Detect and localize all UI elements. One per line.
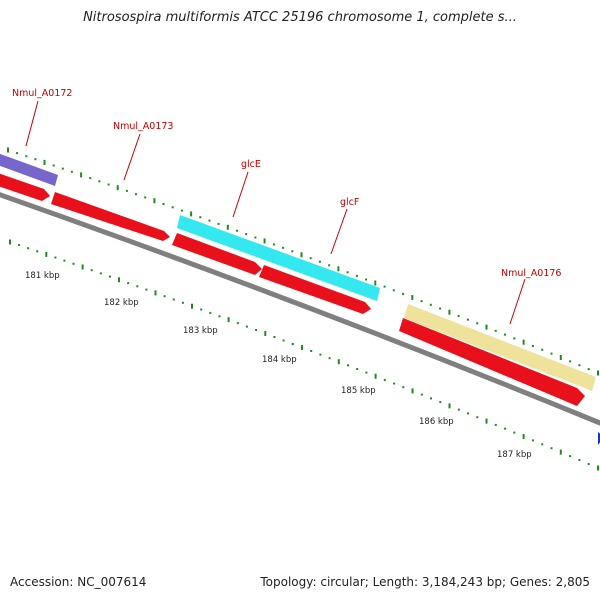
- accession-label: Accession: NC_007614: [10, 575, 147, 589]
- cds-arrow-glce[interactable]: [172, 233, 262, 275]
- callout-line-glce: [232, 171, 249, 218]
- gene-bar-glce[interactable]: [177, 215, 380, 301]
- scale-label-183: 183 kbp: [183, 326, 218, 336]
- callout-line-nmul-a0173: [123, 133, 141, 181]
- gene-bar-nmul-a0176[interactable]: [404, 304, 596, 391]
- scale-label-181: 181 kbp: [25, 271, 60, 281]
- scale-label-185: 185 kbp: [341, 386, 376, 396]
- gene-bar-nmul-a0172[interactable]: [0, 152, 58, 186]
- map-title: Nitrosospira multiformis ATCC 25196 chro…: [83, 10, 517, 25]
- callout-line-nmul-a0172: [25, 100, 39, 147]
- gene-feature-track: [0, 152, 600, 445]
- gene-label-nmul-a0176[interactable]: Nmul_A0176: [501, 268, 561, 279]
- gene-labels: Nmul_A0172 Nmul_A0173 glcE glcF Nmul_A01…: [12, 88, 561, 325]
- cds-arrow-nmul-a0172[interactable]: [0, 172, 50, 201]
- gene-label-glce[interactable]: glcE: [241, 159, 261, 170]
- callout-line-glcf: [330, 208, 348, 255]
- lower-scale-ticks: [9, 239, 599, 471]
- scale-label-187: 187 kbp: [497, 450, 532, 460]
- cds-track: [0, 172, 585, 406]
- upper-scale-ticks: [7, 147, 599, 376]
- genome-summary: Topology: circular; Length: 3,184,243 bp…: [260, 575, 590, 589]
- cds-arrow-nmul-a0173[interactable]: [51, 192, 170, 241]
- chromosome-backbone: [0, 192, 600, 426]
- cds-arrow-nmul-a0176[interactable]: [399, 318, 585, 406]
- callout-line-nmul-a0176: [509, 278, 526, 325]
- gene-label-nmul-a0173[interactable]: Nmul_A0173: [113, 121, 173, 132]
- scale-label-182: 182 kbp: [104, 298, 139, 308]
- gene-label-nmul-a0172[interactable]: Nmul_A0172: [12, 88, 72, 99]
- gene-label-glcf[interactable]: glcF: [340, 197, 359, 208]
- scale-labels: 181 kbp 182 kbp 183 kbp 184 kbp 185 kbp …: [25, 271, 532, 460]
- scale-label-184: 184 kbp: [262, 355, 297, 365]
- scale-label-186: 186 kbp: [419, 417, 454, 427]
- cds-arrow-glcf[interactable]: [259, 265, 371, 314]
